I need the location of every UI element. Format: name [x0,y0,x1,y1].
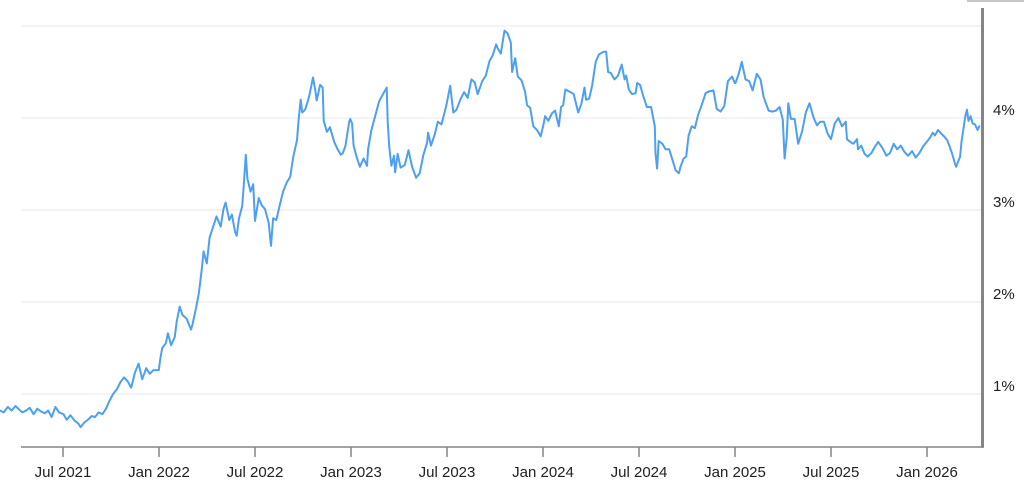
x-tick-label: Jan 2023 [320,464,382,481]
yield-line-series [0,29,981,429]
x-tick-label: Jan 2026 [896,464,958,481]
x-tick-label: Jul 2021 [35,464,92,481]
x-tick-label: Jan 2025 [704,464,766,481]
x-tick-label: Jan 2024 [512,464,574,481]
x-tick-label: Jul 2023 [419,464,476,481]
x-tick-label: Jul 2024 [611,464,668,481]
y-tick-label: 1% [993,378,1015,395]
x-tick-label: Jan 2022 [128,464,190,481]
x-tick-label: Jul 2022 [227,464,284,481]
y-axis-labels: 4% 3% 2% 1% [993,102,1015,395]
gridlines [21,25,982,395]
y-tick-label: 2% [993,286,1015,303]
yield-line[interactable] [0,29,981,429]
y-tick-label: 3% [993,194,1015,211]
x-axis-labels: Jul 2021 Jan 2022 Jul 2022 Jan 2023 Jul 2023… [35,464,958,481]
chart-frame [21,0,1024,457]
x-tick-label: Jul 2025 [803,464,860,481]
y-tick-label: 4% [993,102,1015,119]
